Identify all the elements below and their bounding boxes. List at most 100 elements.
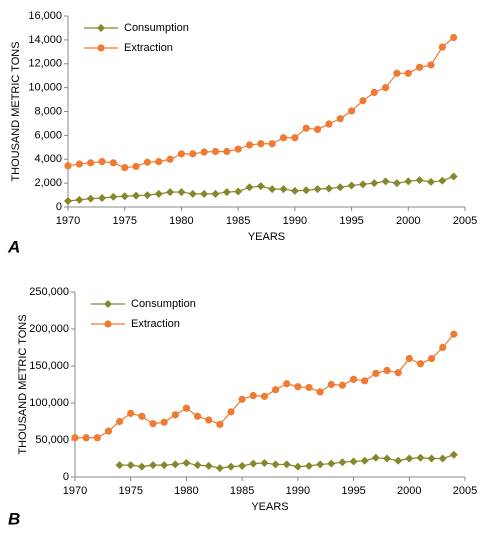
data-point <box>154 189 163 198</box>
data-point <box>370 179 379 188</box>
data-point <box>279 185 288 194</box>
data-point <box>120 192 129 201</box>
data-point <box>86 194 95 203</box>
data-point <box>149 420 157 428</box>
x-axis-label: YEARS <box>248 231 285 243</box>
data-point <box>294 383 302 391</box>
data-point <box>313 185 322 194</box>
data-point <box>416 453 425 462</box>
data-point <box>256 182 265 191</box>
data-point <box>370 88 378 96</box>
y-tick-label: 250,000 <box>29 286 69 298</box>
data-point <box>171 411 179 419</box>
data-point <box>64 197 72 206</box>
data-point <box>449 172 458 181</box>
x-tick-label: 1995 <box>341 485 365 497</box>
series-line <box>75 333 455 439</box>
data-point <box>132 162 140 171</box>
data-point <box>415 176 424 185</box>
data-point <box>249 459 258 468</box>
data-point <box>234 187 243 196</box>
data-point <box>416 360 425 368</box>
legend-marker <box>104 300 112 308</box>
data-point <box>155 158 163 166</box>
data-point <box>211 189 220 198</box>
data-point <box>404 69 412 77</box>
y-tick-label: 10,000 <box>28 82 62 94</box>
data-point <box>394 456 403 465</box>
data-point <box>98 158 106 166</box>
data-point <box>327 459 336 468</box>
data-point <box>182 458 191 467</box>
x-tick-label: 1970 <box>56 215 80 227</box>
data-point <box>234 145 242 153</box>
data-point <box>383 366 391 375</box>
data-point <box>347 181 356 190</box>
data-point <box>450 33 458 42</box>
data-point <box>349 375 358 383</box>
data-point <box>98 194 107 203</box>
data-point <box>182 404 191 412</box>
data-point <box>166 155 174 163</box>
x-tick-label: 1995 <box>339 215 363 227</box>
data-point <box>115 461 124 470</box>
data-point <box>121 164 129 172</box>
data-point <box>177 188 186 197</box>
data-point <box>325 120 333 128</box>
y-tick-label: 0 <box>63 471 69 483</box>
legend-marker <box>97 44 105 52</box>
y-tick-label: 50,000 <box>35 434 69 446</box>
data-point <box>361 377 369 385</box>
data-point <box>427 454 436 463</box>
data-point <box>438 43 446 51</box>
data-point <box>64 162 72 170</box>
data-point <box>405 454 414 463</box>
data-point <box>115 417 124 426</box>
data-point <box>205 416 213 424</box>
data-point <box>200 148 208 156</box>
data-point <box>75 160 83 168</box>
data-point <box>223 147 231 156</box>
y-tick-label: 150,000 <box>29 360 69 372</box>
panel-label: B <box>8 509 20 528</box>
data-point <box>349 457 358 466</box>
data-point <box>293 462 302 471</box>
data-point <box>324 184 333 193</box>
data-point <box>71 434 79 442</box>
data-point <box>426 177 435 186</box>
data-point <box>238 461 247 470</box>
data-point <box>245 183 254 192</box>
x-tick-label: 1990 <box>286 485 310 497</box>
data-point <box>327 380 335 389</box>
legend-label: Consumption <box>124 22 189 34</box>
data-point <box>189 150 197 158</box>
y-tick-label: 12,000 <box>28 58 62 70</box>
data-point <box>149 461 157 470</box>
data-point <box>347 107 356 115</box>
data-point <box>227 408 235 416</box>
x-tick-label: 2005 <box>453 215 477 227</box>
y-tick-label: 200,000 <box>29 323 69 335</box>
legend-marker <box>104 320 112 328</box>
data-point <box>302 186 311 195</box>
data-point <box>143 191 152 200</box>
y-tick-label: 6,000 <box>34 129 62 141</box>
data-point <box>227 462 235 471</box>
data-point <box>439 343 447 352</box>
y-axis-label: THOUSAND METRIC TONS <box>10 41 22 181</box>
x-tick-label: 1970 <box>63 485 87 497</box>
data-point <box>87 159 95 167</box>
data-point <box>291 134 299 142</box>
panel-label: A <box>7 237 20 256</box>
data-point <box>193 461 202 470</box>
y-axis-label: THOUSAND METRIC TONS <box>17 314 29 454</box>
data-point <box>381 177 390 186</box>
data-point <box>302 124 310 132</box>
data-point <box>126 461 135 470</box>
data-point <box>290 186 299 195</box>
x-tick-label: 1985 <box>230 485 254 497</box>
data-point <box>188 189 197 198</box>
data-point <box>393 69 401 77</box>
data-point <box>93 434 101 442</box>
data-point <box>138 412 146 420</box>
